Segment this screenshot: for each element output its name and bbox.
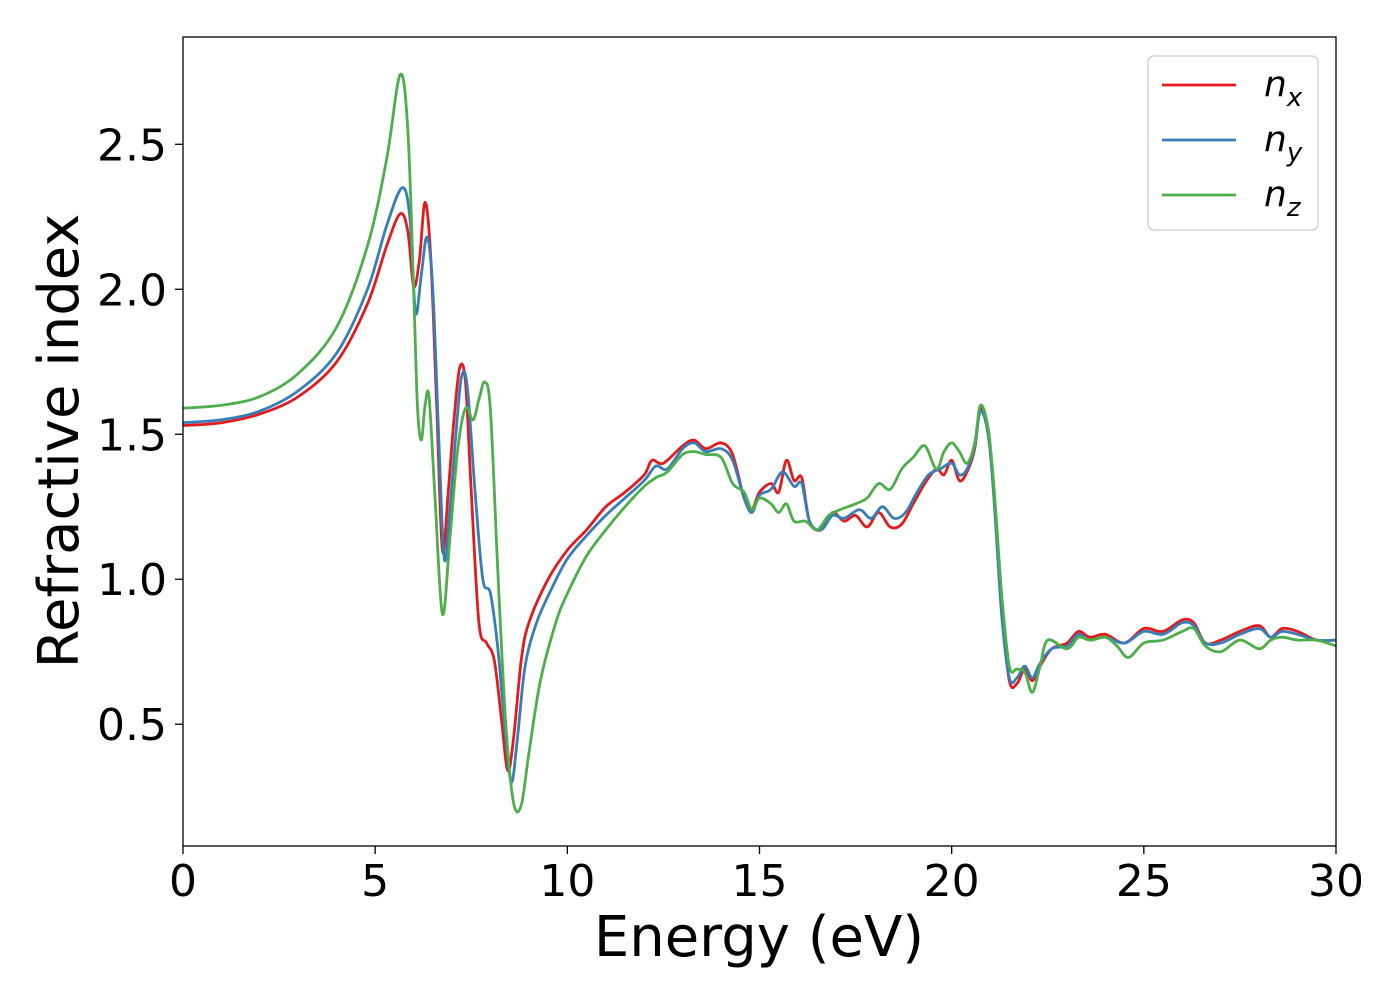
x-tick-label: 5 — [361, 856, 389, 907]
y-tick-label: 0.5 — [97, 700, 167, 751]
y-axis-ticks: 0.5 1.0 1.5 2.0 2.5 — [97, 120, 183, 751]
x-tick-label: 15 — [732, 856, 788, 907]
x-axis-label: Energy (eV) — [594, 905, 924, 970]
x-tick-label: 20 — [924, 856, 980, 907]
x-tick-label: 10 — [539, 856, 595, 907]
legend-box — [1147, 55, 1319, 231]
series-line-n-z — [183, 72, 1336, 814]
y-tick-label: 2.5 — [97, 120, 167, 171]
y-tick-label: 1.5 — [97, 410, 167, 461]
x-tick-label: 25 — [1116, 856, 1172, 907]
legend-label-x: nx — [1264, 64, 1303, 113]
y-axis-label: Refractive index — [27, 214, 92, 669]
y-tick-label: 1.0 — [97, 555, 167, 606]
series-line-n-y — [183, 186, 1336, 784]
x-tick-label: 30 — [1308, 856, 1364, 907]
x-tick-label: 0 — [169, 856, 197, 907]
x-axis-ticks: 0 5 10 15 20 25 30 — [169, 846, 1364, 907]
series-lines — [183, 72, 1336, 814]
series-line-n-x — [183, 200, 1336, 773]
legend-label-y: ny — [1264, 119, 1303, 168]
y-tick-label: 2.0 — [97, 265, 167, 316]
